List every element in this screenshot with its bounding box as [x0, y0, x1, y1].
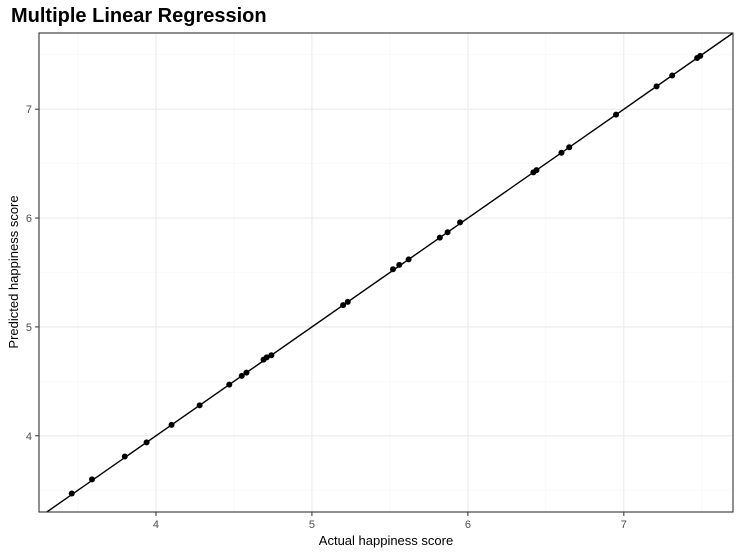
- data-point: [533, 167, 540, 174]
- y-tick-label: 4: [26, 431, 32, 443]
- data-point: [697, 52, 704, 59]
- panel-border: [38, 32, 734, 513]
- x-tick-label: 6: [465, 519, 471, 531]
- data-point: [268, 352, 275, 359]
- data-point: [344, 298, 351, 305]
- data-point: [196, 402, 203, 409]
- x-axis-ticks: 4 5 6 7: [153, 512, 627, 531]
- data-point: [340, 302, 347, 309]
- x-tick-label: 4: [153, 519, 159, 531]
- data-point: [390, 266, 397, 273]
- y-axis-ticks: 4 5 6 7: [26, 104, 39, 443]
- y-tick-label: 7: [26, 104, 32, 116]
- reference-line-layer: [46, 32, 734, 513]
- y-tick-label: 5: [26, 322, 32, 334]
- data-point: [89, 476, 96, 483]
- grid: [39, 33, 733, 512]
- x-axis-title: Actual happiness score: [319, 533, 453, 548]
- reference-line: [46, 32, 734, 513]
- x-tick-label: 5: [309, 519, 315, 531]
- data-point: [396, 261, 403, 268]
- points: [68, 52, 704, 497]
- data-point: [143, 439, 150, 446]
- chart-title: Multiple Linear Regression: [11, 5, 267, 27]
- data-point: [226, 381, 233, 388]
- data-point: [263, 354, 270, 361]
- y-tick-label: 6: [26, 213, 32, 225]
- data-point: [243, 369, 250, 376]
- data-point: [444, 229, 451, 236]
- data-point: [457, 219, 464, 226]
- data-point: [121, 453, 128, 460]
- x-tick-label: 7: [621, 519, 627, 531]
- data-point: [653, 83, 660, 90]
- data-point: [168, 421, 175, 428]
- data-point: [405, 256, 412, 263]
- y-axis-title: Predicted happiness score: [6, 195, 21, 348]
- data-point: [613, 111, 620, 118]
- data-point: [566, 144, 573, 151]
- data-point: [436, 234, 443, 241]
- data-point: [238, 372, 245, 379]
- data-point: [558, 149, 565, 156]
- data-point: [669, 72, 676, 79]
- data-point: [68, 490, 75, 497]
